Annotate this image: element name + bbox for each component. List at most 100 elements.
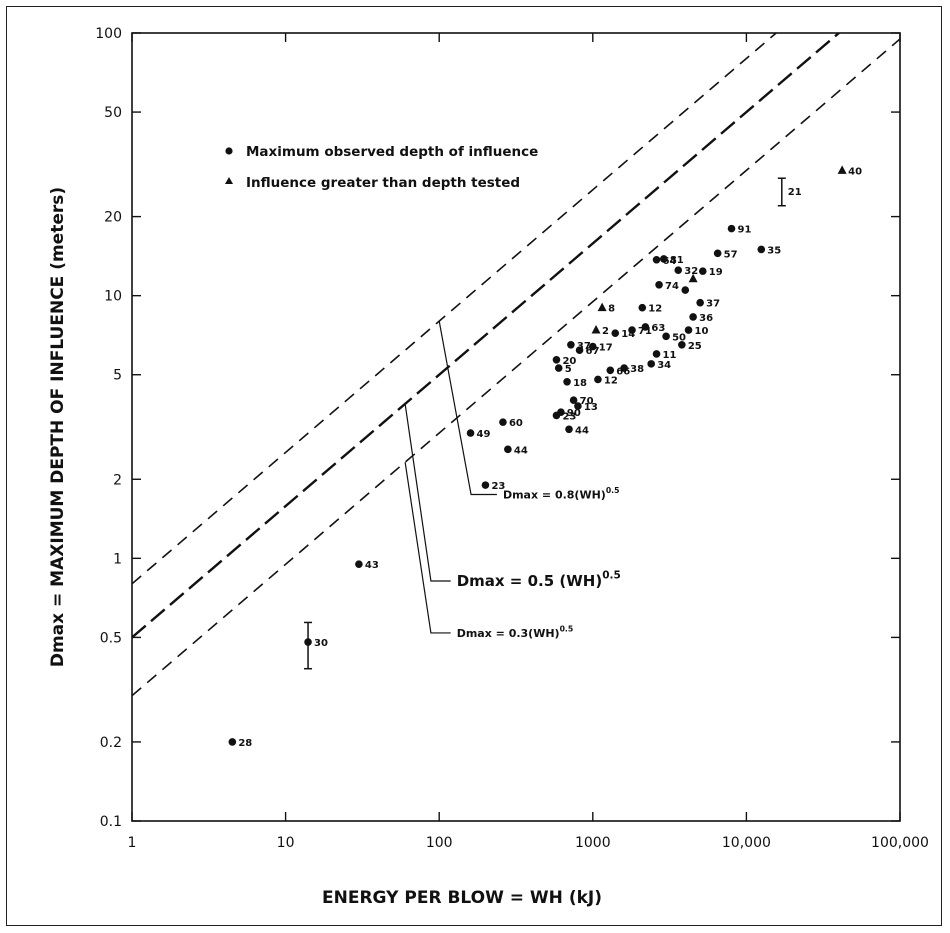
data-point: [557, 408, 565, 417]
data-point: [684, 326, 693, 334]
x-tick-label: 1: [128, 835, 137, 851]
data-point-label: 40: [848, 166, 862, 177]
data-point-label: 43: [365, 560, 379, 571]
data-point-label: 81: [670, 255, 684, 266]
data-point: [655, 280, 663, 289]
annotation-leader: [404, 403, 451, 582]
figure-frame: [6, 6, 942, 926]
data-point-label: 14: [621, 329, 635, 340]
y-tick-label: 0.2: [100, 735, 122, 751]
fit-line: [132, 33, 841, 639]
fit-line-label-dmax: Dmax: [503, 488, 538, 501]
data-point-label: 18: [573, 378, 587, 389]
fit-line-label-dmax: Dmax: [457, 627, 492, 640]
data-point-label: 21: [788, 187, 802, 198]
line-annotations: Dmax = 0.8(WH)0.5 Dmax = 0.5 (WH)0.5 Dmax …: [404, 321, 621, 640]
y-tick-label: 20: [104, 210, 122, 226]
data-point: [660, 255, 668, 263]
data-point-label: 44: [514, 445, 528, 456]
data-point: [569, 396, 578, 404]
data-point-label: 91: [738, 225, 752, 236]
data-point-label: 60: [509, 418, 523, 429]
data-point-triangle: [837, 165, 847, 174]
x-tick-label: 1000: [575, 835, 611, 851]
data-point: [652, 350, 661, 358]
data-point-label: 10: [695, 326, 709, 337]
data-point: [696, 298, 704, 307]
fit-line-label: Dmax = 0.3(WH)0.5: [457, 624, 574, 640]
data-point-label: 36: [699, 313, 713, 324]
data-point-label: 32: [684, 266, 698, 277]
data-point-label: 8: [608, 304, 615, 315]
data-point: [567, 341, 575, 349]
fit-line-label: Dmax = 0.8(WH)0.5: [503, 486, 620, 502]
fit-line: [132, 38, 900, 697]
data-point: [481, 481, 490, 489]
data-point: [641, 323, 650, 331]
data-point-label: 34: [657, 360, 671, 371]
y-tick-label: 2: [113, 472, 122, 488]
data-point-label: 90: [567, 408, 581, 419]
data-point: [628, 326, 636, 334]
y-tick-label: 1: [113, 551, 122, 567]
annotation-leader: [438, 321, 497, 496]
data-point: [594, 375, 602, 384]
fit-line-label: Dmax = 0.5 (WH)0.5: [457, 570, 621, 591]
data-point-label: 67: [586, 346, 600, 357]
y-tick-label: 0.5: [100, 630, 122, 646]
data-point-label: 19: [709, 267, 723, 278]
legend-label-greater: Influence greater than depth tested: [246, 175, 520, 191]
y-tick-label: 100: [95, 26, 122, 42]
axis-ticks: 1 10 100 1000 10,000 100,0000.10.20.512510205…: [95, 26, 929, 851]
fit-line-label-exponent: 0.5: [606, 486, 620, 495]
x-tick-label: 100,000: [871, 835, 929, 851]
data-point: [304, 638, 312, 646]
data-point: [678, 341, 686, 349]
data-point-label: 17: [599, 343, 613, 354]
data-point-label: 12: [648, 304, 662, 315]
data-point-label: 57: [724, 249, 738, 260]
data-point-label: 23: [491, 481, 505, 492]
y-tick-label: 10: [104, 289, 122, 305]
data-point-label: 70: [580, 396, 594, 407]
data-point-label: 25: [688, 341, 702, 352]
data-point-label: 49: [477, 429, 491, 440]
data-point: [689, 313, 697, 321]
data-point-label: 2: [602, 326, 609, 337]
data-point-label: 71: [638, 326, 652, 337]
data-point: [662, 332, 670, 341]
data-point: [355, 560, 363, 568]
annotation-leader: [404, 462, 451, 634]
data-point-label: 5: [565, 364, 572, 375]
data-point-label: 23: [562, 411, 576, 422]
fit-line-label-exponent: 0.5: [602, 570, 621, 582]
data-point: [652, 255, 661, 264]
data-point-label: 50: [672, 332, 686, 343]
x-tick-label: 10,000: [722, 835, 771, 851]
data-point-label: 63: [651, 323, 665, 334]
legend-circle-marker: [225, 147, 233, 155]
data-point: [681, 286, 690, 294]
data-point: [575, 346, 584, 354]
data-point-label: 11: [663, 350, 677, 361]
data-point-triangle: [591, 325, 601, 334]
data-point: [674, 266, 683, 275]
data-point-label: 37: [577, 341, 591, 352]
data-point-triangle: [597, 302, 607, 312]
data-point-label: 64: [663, 256, 677, 267]
data-point: [606, 366, 615, 375]
fit-line-label-exponent: 0.5: [560, 624, 574, 633]
data-point: [589, 342, 597, 351]
x-tick-label: 10: [277, 835, 295, 851]
x-axis-title: ENERGY PER BLOW = WH (kJ): [322, 888, 602, 908]
data-point: [638, 303, 647, 312]
legend-triangle-marker: [225, 177, 233, 184]
data-point: [565, 425, 573, 434]
data-point: [554, 364, 563, 372]
fit-line-label-dmax: Dmax: [457, 572, 505, 590]
data-point: [611, 329, 620, 337]
data-point: [552, 355, 561, 364]
data-point: [563, 377, 571, 386]
y-tick-label: 5: [113, 368, 122, 384]
